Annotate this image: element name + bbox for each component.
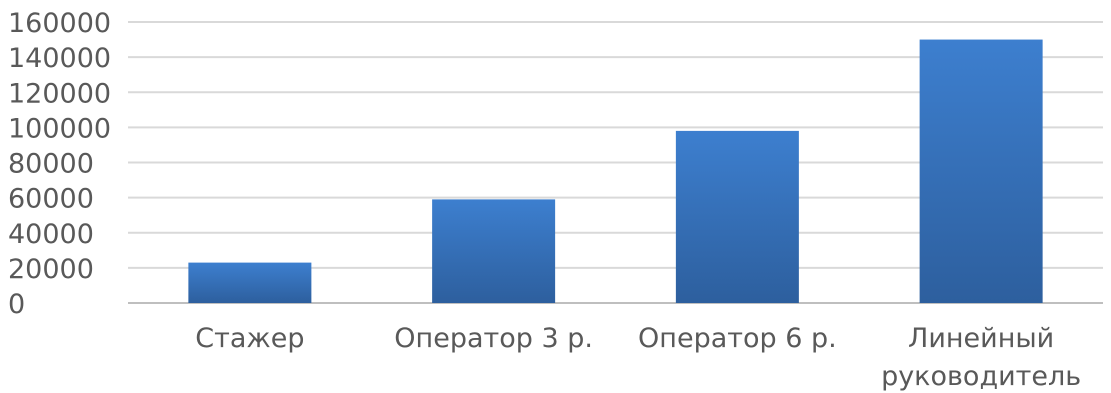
y-tick-label: 100000 — [8, 113, 111, 144]
bar — [919, 39, 1043, 303]
bar — [432, 199, 556, 303]
x-category-label: Стажер — [195, 323, 304, 354]
y-tick-label: 80000 — [8, 149, 94, 180]
y-tick-label: 0 — [8, 289, 25, 320]
bar — [675, 130, 799, 303]
y-tick-label: 160000 — [8, 8, 111, 39]
x-category-label: руководитель — [881, 361, 1081, 392]
y-tick-label: 140000 — [8, 43, 111, 74]
bars — [188, 39, 1043, 303]
x-category-label: Линейный — [908, 323, 1054, 354]
bar — [188, 262, 312, 303]
x-axis-category-labels: Стажер Оператор 3 р. Оператор 6 р. Линейный… — [195, 323, 1081, 392]
y-tick-label: 60000 — [8, 184, 94, 215]
y-axis-tick-labels: 0 20000 40000 60000 80000 100000 120000 140000 1… — [8, 8, 111, 320]
y-tick-label: 40000 — [8, 219, 94, 250]
x-category-label: Оператор 6 р. — [638, 323, 837, 354]
y-tick-label: 120000 — [8, 78, 111, 109]
x-category-label: Оператор 3 р. — [394, 323, 593, 354]
y-tick-label: 20000 — [8, 254, 94, 285]
